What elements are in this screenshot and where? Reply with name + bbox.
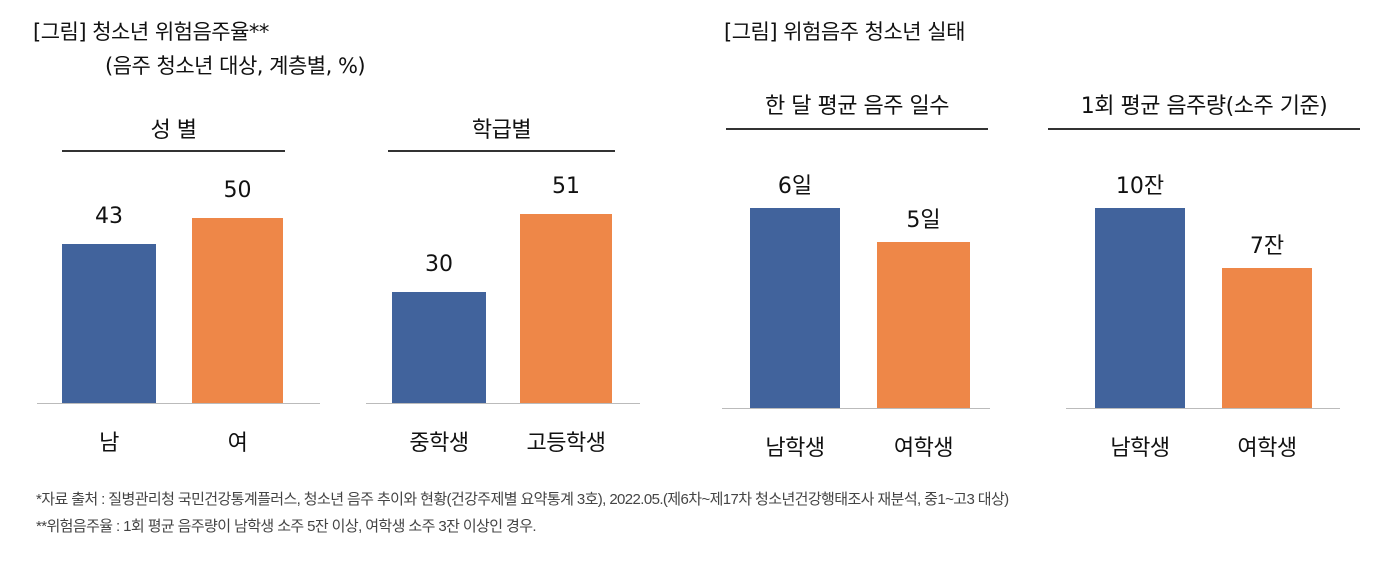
chart-heading: 한 달 평균 음주 일수 (765, 94, 949, 119)
bar-blue (62, 243, 156, 403)
right-title: [그림] 위험음주 청소년 실태 (724, 20, 965, 44)
definition-note: **위험음주율 : 1회 평균 음주량이 남학생 소주 5잔 이상, 여학생 소… (36, 518, 537, 535)
value-label: 50 (223, 178, 252, 203)
left-title: [그림] 청소년 위험음주율** (33, 20, 269, 44)
axis-baseline (37, 403, 320, 404)
chart-heading: 1회 평균 음주량(소주 기준) (1080, 94, 1328, 119)
value-label: 43 (95, 203, 123, 229)
bar-orange (192, 218, 283, 403)
value-label: 51 (552, 174, 580, 200)
bar-orange (1222, 268, 1312, 408)
bar-blue (392, 292, 486, 403)
value-label: 30 (425, 252, 453, 277)
value-label: 6일 (777, 174, 813, 200)
bar-blue (750, 208, 840, 408)
value-label: 5일 (906, 207, 941, 233)
value-label: 10잔 (1115, 174, 1165, 199)
heading-underline (62, 150, 285, 152)
axis-baseline (366, 403, 640, 404)
value-label: 7잔 (1249, 234, 1285, 259)
category-label: 남 (99, 431, 119, 456)
category-label: 중학생 (409, 431, 469, 456)
category-label: 남학생 (1110, 436, 1170, 461)
axis-baseline (1066, 408, 1340, 409)
source-note: *자료 출처 : 질병관리청 국민건강통계플러스, 청소년 음주 추이와 현황(… (36, 491, 1009, 508)
category-label: 여학생 (1237, 436, 1297, 461)
bar-orange (877, 241, 970, 408)
chart-heading: 학급별 (471, 118, 532, 143)
heading-underline (1048, 128, 1360, 130)
category-label: 고등학생 (526, 431, 606, 456)
bar-orange (520, 214, 612, 403)
category-label: 남학생 (765, 436, 825, 461)
bar-blue (1095, 208, 1185, 408)
heading-underline (726, 128, 988, 130)
category-label: 여학생 (893, 436, 954, 461)
heading-underline (388, 150, 615, 152)
category-label: 여 (227, 431, 248, 456)
chart-heading: 성 별 (150, 118, 197, 143)
left-subtitle: (음주 청소년 대상, 계층별, %) (105, 54, 366, 78)
axis-baseline (722, 408, 990, 409)
